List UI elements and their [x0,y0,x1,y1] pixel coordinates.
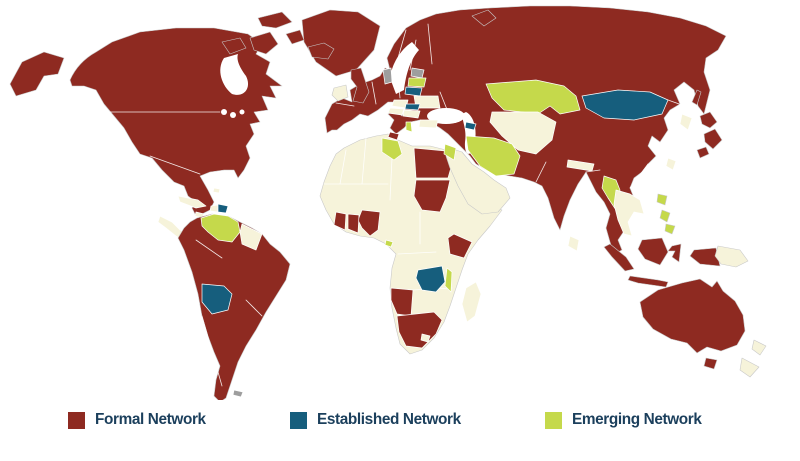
country-philippines-mid [659,209,671,223]
world-map [9,5,767,400]
country-nepal [566,159,595,172]
asia-borders [535,99,697,189]
country-victoria-island [221,37,247,55]
country-japan-main [703,128,723,150]
country-slovakia [404,103,421,111]
country-greenland [301,9,381,77]
country-bolivia [201,283,233,315]
country-haiti [209,204,219,213]
country-mongolia [581,89,669,121]
baltic-sea [390,42,419,94]
country-libya [381,137,403,161]
country-bahamas [212,187,221,194]
country-japan-south [696,146,710,159]
country-kazakhstan [485,79,581,115]
country-united-kingdom [350,67,370,104]
country-baffin-island [249,31,279,55]
country-sicily [387,131,400,141]
country-malawi [444,267,453,293]
country-novaya-zemlya [471,9,497,27]
legend-item-formal: Formal Network [68,411,210,429]
country-estonia [410,67,425,79]
country-denmark [382,67,393,85]
country-papua-new-guinea [714,245,749,268]
country-azerbaijan [464,121,477,131]
country-arabia [445,147,511,215]
country-indochina [613,189,645,237]
country-albania [405,121,413,133]
country-south-america [177,213,291,400]
country-ivory-coast [333,211,347,231]
country-bulgaria [418,119,439,129]
country-borneo [637,237,669,266]
country-lesotho [420,333,431,343]
country-tasmania [703,357,718,370]
country-madagascar [461,281,482,323]
country-jordan [443,143,457,161]
country-philippines-south [664,223,676,235]
country-australia [639,278,746,354]
country-alaska [9,51,65,97]
country-sri-lanka [567,235,580,252]
established-network-label: Established Network [317,411,461,428]
country-south-africa [396,311,443,349]
country-java [627,275,669,288]
country-devon-island [285,29,305,45]
great-lake [221,109,227,115]
country-sumatra [603,243,635,272]
sa-borders [195,239,263,387]
country-equatorial-guinea [384,239,394,248]
legend: Formal Network Established Network Emerg… [0,403,800,451]
country-zambia [415,265,446,293]
great-lake [230,112,236,118]
emerging-network-label: Emerging Network [572,411,702,428]
hudson-bay [220,54,249,95]
country-taiwan [665,157,677,171]
country-sakhalin [691,89,702,106]
country-new-zealand-north [751,339,767,356]
country-egypt [413,147,453,179]
country-ghana [347,213,360,234]
country-cuba [177,195,207,209]
country-falklands [232,389,244,398]
country-iceland [307,42,335,60]
country-hungary [402,109,421,119]
country-dominican-republic [217,203,229,214]
world-map-svg [9,5,767,400]
country-west-papua [689,247,721,267]
country-north-america [69,27,283,217]
country-lithuania [404,86,423,97]
legend-item-established: Established Network [290,411,467,429]
us-mexico-border [149,155,201,175]
great-lake [239,109,245,115]
country-new-zealand-south [739,357,760,378]
country-austria [387,107,405,116]
country-sulawesi [667,243,682,263]
country-sudan [413,179,451,213]
emerging-network-swatch [545,411,562,429]
country-africa [319,133,503,355]
country-kenya [447,233,473,259]
africa-borders [323,137,453,291]
country-philippines-north [656,193,668,206]
country-central-asia [489,111,557,155]
country-iran [465,135,521,177]
country-latvia [407,77,427,88]
formal-network-swatch [68,411,85,429]
country-north-korea [679,113,693,131]
established-network-swatch [290,411,307,429]
formal-network-label: Formal Network [95,411,206,428]
legend-item-emerging: Emerging Network [545,411,707,429]
country-venezuela [200,213,241,243]
country-ellesmere-island [257,11,293,29]
country-guianas [239,223,263,251]
country-japan-north [699,111,718,129]
country-ireland [331,84,349,102]
